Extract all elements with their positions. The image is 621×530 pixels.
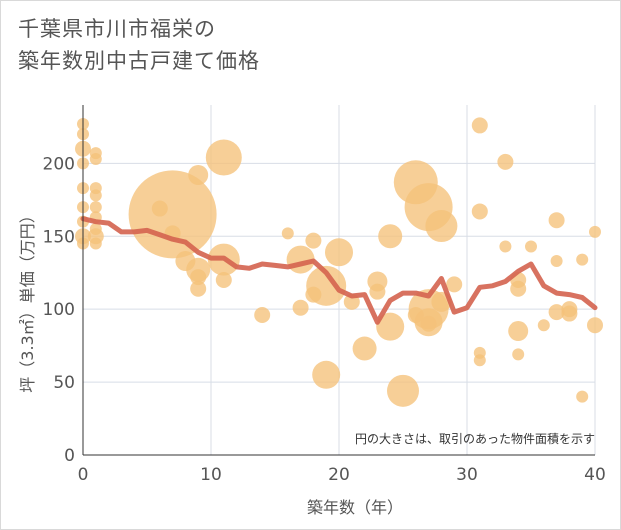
data-bubble: [292, 299, 309, 316]
data-bubble: [190, 269, 207, 286]
data-bubble: [471, 117, 488, 134]
data-bubble: [471, 203, 488, 220]
data-bubble: [89, 201, 102, 214]
data-bubble: [510, 280, 527, 297]
y-axis-title: 坪（3.3㎡）単価（万円）: [18, 207, 37, 392]
data-bubble: [420, 315, 437, 332]
data-bubble: [89, 237, 102, 250]
data-bubble: [537, 319, 550, 332]
data-bubble: [499, 240, 512, 253]
bubble-layer: [75, 117, 603, 407]
data-bubble: [508, 321, 529, 342]
x-tick-label: 30: [456, 465, 478, 485]
axes: 0 10 20 30 40 0 50 100 150 200: [43, 105, 606, 485]
data-bubble: [305, 232, 322, 249]
data-bubble: [576, 253, 589, 266]
data-bubble: [473, 354, 486, 367]
data-bubble: [561, 305, 578, 322]
data-bubble: [576, 390, 589, 403]
x-tick-label: 40: [584, 465, 606, 485]
size-note: 円の大きさは、取引のあった物件面積を示す: [355, 431, 595, 446]
y-tick-label: 100: [43, 300, 75, 320]
data-bubble: [205, 139, 242, 176]
data-bubble: [446, 276, 463, 293]
data-bubble: [497, 153, 514, 170]
data-bubble: [190, 280, 207, 297]
data-bubble: [312, 360, 341, 389]
data-bubble: [378, 224, 403, 249]
data-bubble: [525, 240, 537, 253]
x-tick-label: 0: [78, 465, 89, 485]
data-bubble: [548, 304, 565, 321]
data-bubble: [376, 312, 405, 341]
y-tick-label: 50: [53, 373, 75, 393]
x-tick-label: 10: [200, 465, 222, 485]
y-tick-label: 0: [64, 446, 75, 466]
data-bubble: [548, 212, 565, 229]
data-bubble: [587, 317, 603, 334]
data-bubble: [306, 265, 347, 306]
data-bubble: [589, 225, 601, 238]
data-bubble: [215, 272, 232, 288]
data-bubble: [89, 189, 102, 202]
trend-layer: [80, 216, 598, 325]
data-bubble: [89, 152, 102, 165]
data-bubble: [425, 210, 458, 243]
x-axis-title: 築年数（年）: [307, 498, 403, 517]
data-bubble: [550, 255, 563, 268]
x-tick-label: 20: [328, 465, 350, 485]
data-bubble: [254, 307, 271, 323]
data-bubble: [369, 283, 386, 300]
data-bubble: [352, 336, 377, 361]
data-bubble: [512, 348, 525, 361]
chart-title: 千葉県市川市福栄の 築年数別中古戸建て価格: [18, 13, 260, 77]
trend-line: [80, 216, 598, 325]
y-tick-label: 150: [43, 227, 75, 247]
data-bubble: [387, 374, 419, 407]
data-bubble: [281, 227, 294, 240]
title-line-2: 築年数別中古戸建て価格: [18, 49, 260, 73]
data-bubble: [128, 170, 217, 259]
data-bubble: [325, 238, 353, 267]
y-tick-label: 200: [43, 154, 75, 174]
title-line-1: 千葉県市川市福栄の: [18, 17, 216, 41]
data-bubble: [188, 165, 209, 185]
